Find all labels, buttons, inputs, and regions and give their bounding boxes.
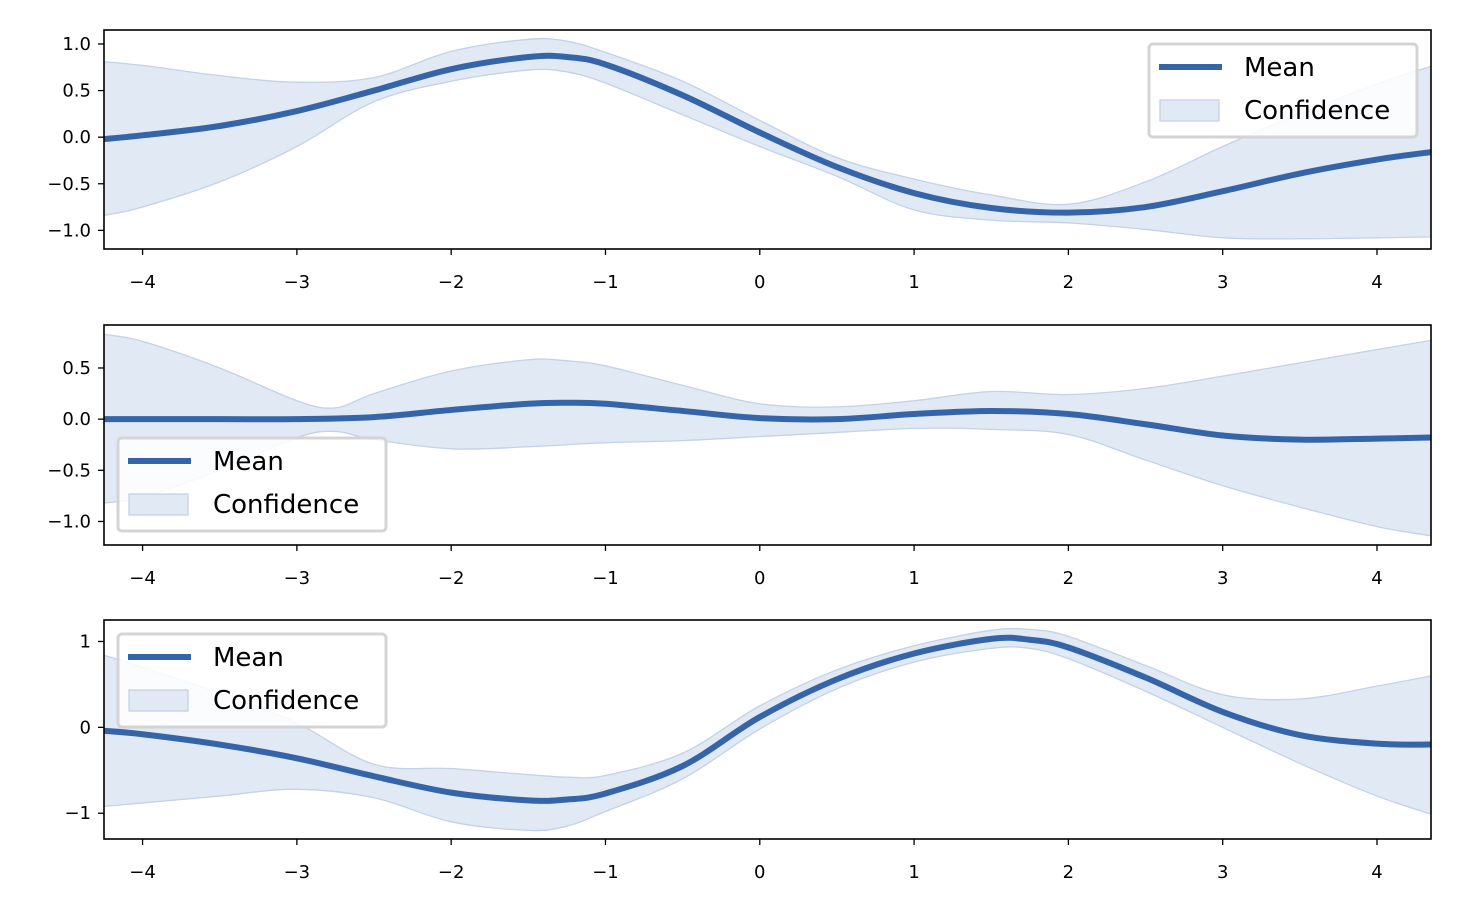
y-tick-label: 0.5	[62, 81, 91, 102]
y-tick-label: −1.0	[47, 511, 91, 532]
x-tick-label: 0	[754, 568, 765, 589]
y-tick-label: −0.5	[47, 460, 91, 481]
legend-confidence-swatch	[128, 689, 189, 712]
x-tick-label: 3	[1217, 272, 1228, 293]
mean-line	[104, 634, 1431, 804]
legend-confidence-label: Confidence	[1244, 96, 1390, 126]
x-tick-label: 3	[1217, 568, 1228, 589]
legend-mean-label: Mean	[213, 447, 284, 477]
x-tick-label: −3	[284, 862, 311, 883]
legend-confidence-swatch	[128, 493, 189, 516]
x-tick-label: −1	[592, 862, 619, 883]
axes-frame	[103, 29, 1432, 250]
axes-frame	[103, 324, 1432, 546]
x-tick-label: −2	[438, 862, 465, 883]
y-tick-label: 0.0	[62, 409, 91, 430]
x-tick-label: −4	[129, 272, 156, 293]
x-tick-label: −3	[284, 568, 311, 589]
y-tick-label: 0.0	[62, 127, 91, 148]
x-tick-label: −2	[438, 568, 465, 589]
x-tick-label: 0	[754, 272, 765, 293]
x-tick-label: 0	[754, 862, 765, 883]
legend: Mean Confidence	[1147, 42, 1419, 139]
legend-mean-label: Mean	[1244, 53, 1315, 83]
mean-line	[104, 52, 1431, 216]
legend-confidence-label: Confidence	[213, 686, 359, 716]
x-tick-label: 4	[1371, 272, 1382, 293]
x-tick-label: −2	[438, 272, 465, 293]
x-tick-label: 4	[1371, 862, 1382, 883]
x-tick-label: 2	[1063, 272, 1074, 293]
x-tick-label: −1	[592, 568, 619, 589]
legend-confidence-label: Confidence	[213, 490, 359, 520]
x-tick-label: 2	[1063, 862, 1074, 883]
subplot-top: −4 −3 −2 −1 0 1 2 3 4 1.0 0.5 0.0 −0.5 −1.0 Mean Confid…	[47, 29, 1432, 293]
legend-mean-label: Mean	[213, 643, 284, 673]
subplot-bottom: −4 −3 −2 −1 0 1 2 3 4 1 0 −1 Mean Confidence	[64, 619, 1432, 883]
subplot-middle: −4 −3 −2 −1 0 1 2 3 4 0.5 0.0 −0.5 −1.0 Mean Confidenc…	[47, 324, 1432, 589]
x-tick-label: 1	[908, 568, 919, 589]
x-tick-label: 1	[908, 272, 919, 293]
x-tick-label: −4	[129, 862, 156, 883]
y-tick-label: 0	[80, 717, 91, 738]
y-tick-label: −0.5	[47, 174, 91, 195]
legend: Mean Confidence	[116, 436, 388, 533]
x-tick-label: 2	[1063, 568, 1074, 589]
x-tick-label: −3	[284, 272, 311, 293]
x-tick-label: −4	[129, 568, 156, 589]
x-tick-label: −1	[592, 272, 619, 293]
legend-confidence-swatch	[1159, 99, 1220, 122]
y-tick-label: 1.0	[62, 34, 91, 55]
mean-line	[104, 399, 1431, 443]
y-tick-label: 0.5	[62, 358, 91, 379]
y-tick-label: 1	[80, 631, 91, 652]
x-tick-label: 3	[1217, 862, 1228, 883]
y-tick-label: −1	[64, 803, 91, 824]
axes-frame	[103, 619, 1432, 840]
x-tick-label: 1	[908, 862, 919, 883]
plot-area	[104, 37, 1431, 240]
legend: Mean Confidence	[116, 632, 388, 729]
x-tick-label: 4	[1371, 568, 1382, 589]
y-tick-label: −1.0	[47, 220, 91, 241]
